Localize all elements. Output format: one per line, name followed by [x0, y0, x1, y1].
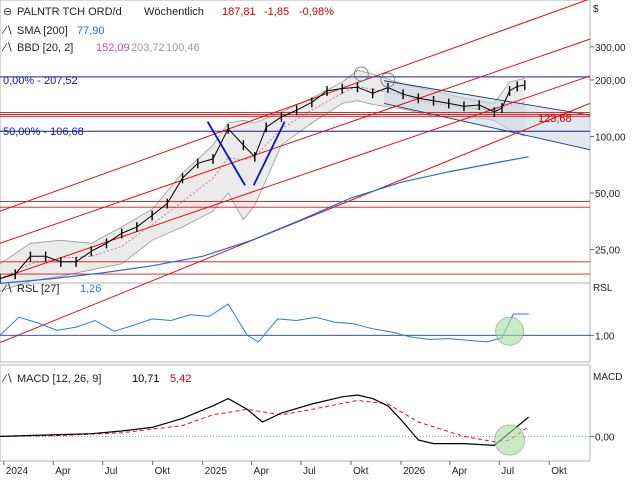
rsl-legend: ∕∖ RSL [27] 1,26 RSL	[1, 283, 613, 295]
xtick-label: Apr	[55, 466, 71, 477]
macd-highlight-circle	[494, 424, 526, 456]
trend-channel-line-1	[0, 38, 591, 244]
rsl-legend-label: RSL [27]	[17, 283, 59, 295]
sma-200-line	[0, 156, 529, 284]
macd-legend-label: MACD [12, 26, 9]	[17, 373, 101, 385]
xtick-label: 2025	[205, 466, 228, 477]
top-marker-1	[353, 66, 369, 82]
macd-line	[0, 394, 529, 447]
axes: 25,00 50,00 100,00 200,00 300,00 1,00 0,00 2024…	[3, 43, 626, 477]
xtick-label: Okt	[353, 466, 369, 477]
symbol-label: PALNTR TCH ORD/d	[17, 6, 122, 18]
macd-legend: ∕∖ MACD [12, 26, 9] 10,71 5,42 MACD	[1, 372, 622, 385]
sma-legend-value: 77,90	[77, 25, 105, 37]
xtick-label: Apr	[452, 466, 468, 477]
macd-axis-title: MACD	[593, 372, 622, 383]
fib-0-label: 0,00% - 207,52	[3, 75, 78, 87]
bbd-legend-lower: 100,46	[166, 42, 200, 54]
header-legend: ⊖ PALNTR TCH ORD/d Wöchentlich 187,81 -1…	[1, 6, 334, 54]
falling-channel-fill	[384, 80, 590, 150]
xtick-label: Okt	[155, 466, 171, 477]
fib-50-label: 50,00% - 106,68	[3, 126, 84, 138]
bbd-legend-icon: ∕∖	[1, 42, 13, 54]
bbd-legend-label: BBD [20, 2]	[17, 42, 73, 54]
price-ytick-label: 25,00	[595, 246, 620, 257]
price-ytick-label: 300,00	[595, 43, 626, 54]
trend-channel-line-2	[0, 75, 591, 280]
price-ytick-label: 100,00	[595, 132, 626, 143]
rsl-chart	[0, 303, 590, 346]
macd-legend-value: 10,71	[132, 373, 160, 385]
rsl-ytick-label: 1,00	[595, 331, 615, 342]
period-label: Wöchentlich	[144, 6, 204, 18]
last-price: 187,81	[222, 6, 256, 18]
xtick-label: Jul	[501, 466, 514, 477]
price-ytick-label: 50,00	[595, 189, 620, 200]
price-change: -1,85	[264, 6, 289, 18]
xtick-label: Jul	[105, 466, 118, 477]
bbd-legend-mid: 152,09	[96, 42, 130, 54]
rsl-legend-icon: ∕∖	[1, 283, 13, 295]
currency-label: $	[593, 4, 599, 15]
price-line	[0, 84, 525, 280]
level-label: 123,68	[538, 113, 572, 125]
price-chart	[0, 0, 591, 343]
falling-channel-lower	[383, 102, 591, 151]
sma-legend-icon: ∕∖	[1, 25, 13, 37]
rsl-axis-title: RSL	[593, 283, 613, 294]
xtick-label: Apr	[254, 466, 270, 477]
falling-channel-upper	[384, 80, 591, 116]
bbd-legend-upper: 203,72	[131, 42, 165, 54]
trend-channel-line-0	[0, 0, 589, 212]
collapse-icon[interactable]: ⊖	[3, 6, 12, 18]
xtick-label: Okt	[551, 466, 567, 477]
signal-legend-value: 5,42	[170, 373, 191, 385]
rsl-line	[0, 303, 529, 343]
top-marker-2	[380, 72, 396, 88]
xtick-label: 2024	[6, 466, 29, 477]
bollinger-band-fill	[0, 70, 525, 292]
rsl-legend-value: 1,26	[80, 283, 101, 295]
xtick-label: Jul	[303, 466, 316, 477]
macd-ytick-label: 0,00	[595, 432, 615, 443]
macd-legend-icon: ∕∖	[1, 373, 13, 385]
macd-chart	[0, 394, 590, 456]
price-change-pct: -0,98%	[299, 6, 334, 18]
sma-legend-label: SMA [200]	[17, 25, 68, 37]
xtick-label: 2026	[403, 466, 426, 477]
signal-line	[0, 399, 529, 443]
v-pattern-annotation	[206, 121, 286, 186]
rsl-highlight-circle	[495, 316, 525, 346]
trend-channel-line-3	[0, 102, 591, 343]
price-ytick-label: 200,00	[595, 76, 626, 87]
